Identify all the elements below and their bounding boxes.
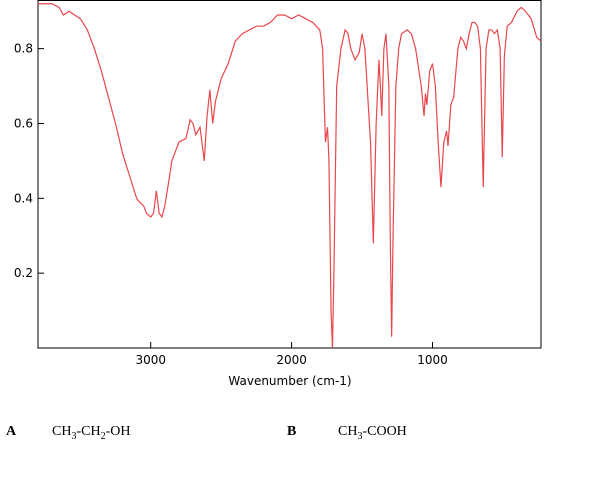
- formula-part: CH: [338, 424, 358, 439]
- subscript: 2: [100, 430, 106, 442]
- x-tick-label: 3000: [135, 353, 166, 367]
- option-letter: A: [6, 424, 17, 439]
- formula-part: -COOH: [362, 424, 407, 439]
- spectrum-line: [38, 3, 542, 349]
- formula-part: -CH: [76, 424, 101, 439]
- y-tick-label: 0.4: [14, 191, 33, 205]
- formula-part: -OH: [105, 424, 131, 439]
- x-tick-label: 1000: [417, 353, 448, 367]
- x-tick-label: 2000: [276, 353, 307, 367]
- plot-frame: [37, 0, 542, 349]
- option-formula: CH3-CH2-OH: [52, 424, 130, 442]
- y-tick-label: 0.6: [14, 116, 33, 130]
- option-letter: B: [287, 424, 297, 439]
- y-tick-label: 0.8: [14, 42, 33, 56]
- x-axis-label: Wavenumber (cm-1): [228, 374, 351, 388]
- subscript: 3: [71, 430, 77, 442]
- option-formula: CH3-COOH: [338, 424, 407, 442]
- subscript: 3: [357, 430, 363, 442]
- chart: Wavenumber (cm-1) 3000 2000 1000 0.2 0.4 0.6 0…: [14, 0, 542, 388]
- y-tick-label: 0.2: [14, 266, 33, 280]
- formula-part: CH: [52, 424, 72, 439]
